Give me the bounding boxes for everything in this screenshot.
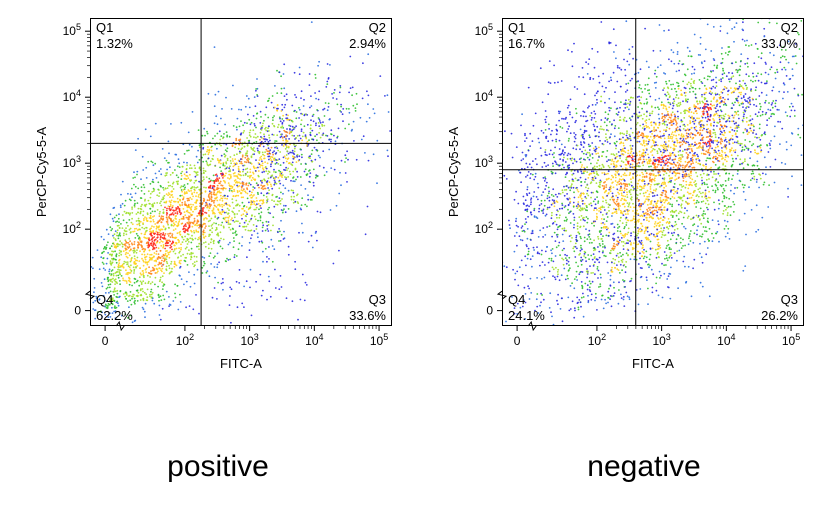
q2-label: Q2 [369,20,386,35]
scatter-points [89,21,391,327]
svg-text:105: 105 [370,332,388,348]
svg-text:104: 104 [63,88,81,104]
q4-label: Q4 [508,292,525,307]
q1-label: Q1 [508,20,525,35]
q3-pct: 33.6% [349,308,386,323]
q2-pct: 2.94% [349,36,386,51]
svg-text:0: 0 [74,304,81,318]
q2-pct: 33.0% [761,36,798,51]
caption-negative: negative [544,450,744,484]
svg-text:104: 104 [305,332,323,348]
q4-pct: 62.2% [96,308,133,323]
flow-cytometry-scatter: Q11.32% Q22.94% Q333.6% Q462.2% 0 102 103 104 10… [28,8,398,388]
flow-cytometry-scatter: Q116.7%Q233.0%Q326.2%Q424.1%010210310410… [440,8,810,388]
x-axis-label: FITC-A [632,356,674,371]
svg-text:0: 0 [102,334,109,348]
q1-pct: 1.32% [96,36,133,51]
q1-pct: 16.7% [508,36,545,51]
q2-label: Q2 [781,20,798,35]
q3-label: Q3 [781,292,798,307]
y-axis-label: PerCP-Cy5-5-A [446,127,461,218]
svg-text:103: 103 [240,332,258,348]
caption-positive: positive [118,450,318,484]
x-axis-label: FITC-A [220,356,262,371]
y-axis-label: PerCP-Cy5-5-A [34,127,49,218]
q3-label: Q3 [369,292,386,307]
q4-pct: 24.1% [508,308,545,323]
svg-text:103: 103 [63,154,81,170]
svg-text:102: 102 [176,332,194,348]
svg-text:105: 105 [63,22,81,38]
svg-text:102: 102 [63,220,81,236]
panel-negative: Q116.7%Q233.0%Q326.2%Q424.1%010210310410… [440,8,810,388]
q3-pct: 26.2% [761,308,798,323]
figure-root: Q11.32%Q22.94%Q333.6%Q462.2%010210310410… [0,0,837,514]
q4-label: Q4 [96,292,113,307]
q1-label: Q1 [96,20,113,35]
scatter-points [501,16,806,327]
panel-positive: Q11.32% Q22.94% Q333.6% Q462.2% 0 102 103 104 10… [28,8,398,388]
